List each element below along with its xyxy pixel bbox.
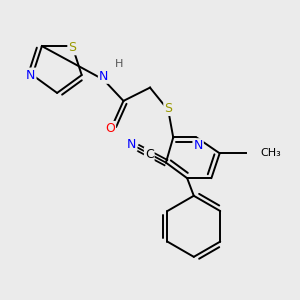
Text: N: N: [127, 138, 136, 151]
Text: S: S: [68, 41, 76, 54]
Text: S: S: [164, 102, 172, 115]
Text: CH₃: CH₃: [260, 148, 281, 158]
Text: N: N: [26, 68, 35, 82]
Text: N: N: [99, 70, 108, 83]
Text: H: H: [115, 59, 124, 69]
Text: N: N: [194, 139, 203, 152]
Text: O: O: [105, 122, 115, 135]
Text: C: C: [145, 148, 154, 161]
